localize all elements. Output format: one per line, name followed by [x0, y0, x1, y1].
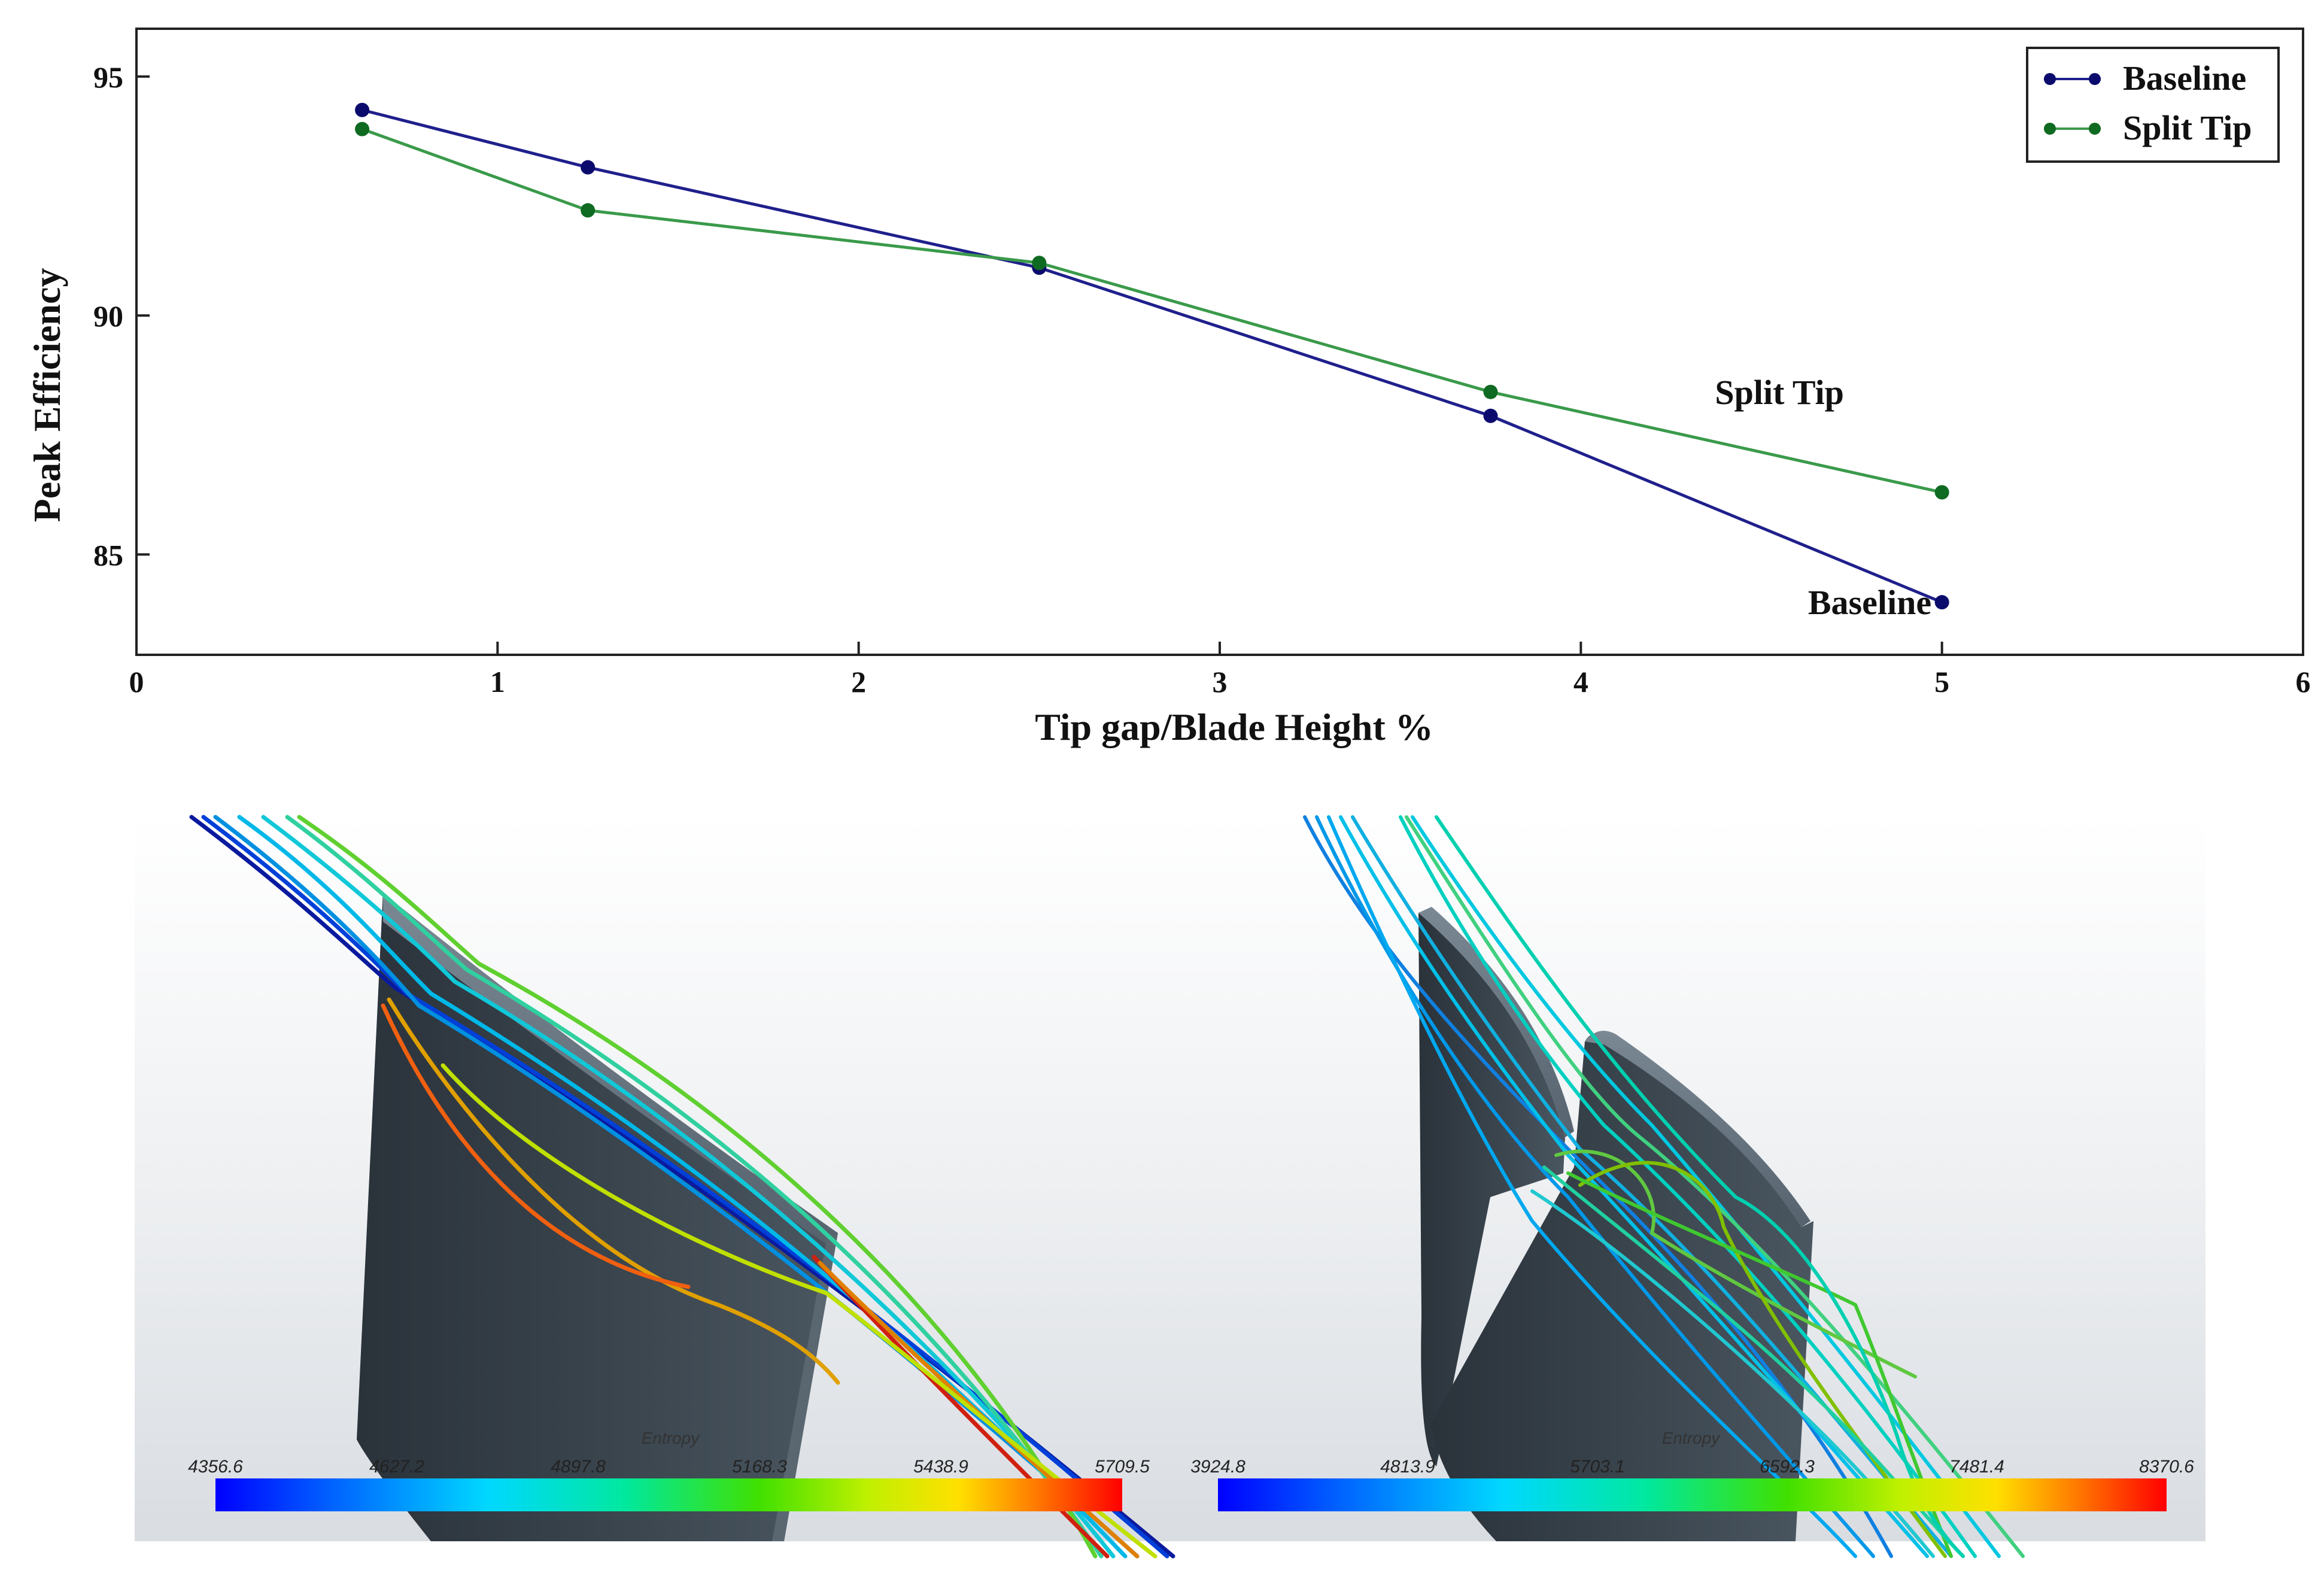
x-tick-label-4: 4	[1573, 665, 1588, 699]
colorbar-label-1-5: 8370.6	[2139, 1457, 2194, 1477]
x-tick-label-6: 6	[2296, 665, 2311, 699]
point-baseline-1	[581, 160, 596, 175]
legend-marker-baseline	[2044, 73, 2056, 85]
efficiency-chart: 0 1 2 3 4 5 6 85 90 95 Tip gap/Blade Height % Pe…	[26, 28, 2311, 748]
x-axis: 0 1 2 3 4 5 6	[129, 642, 2311, 699]
colorbar-baseline	[215, 1478, 1122, 1511]
x-tick-label-3: 3	[1213, 665, 1228, 699]
colorbar-label-0-3: 5168.3	[732, 1457, 787, 1477]
series-layer	[355, 102, 1949, 610]
annotation-0: Split Tip	[1715, 373, 1844, 412]
colorbar-label-1-2: 5703.1	[1570, 1457, 1625, 1477]
colorbar-label-0-1: 4627.2	[369, 1457, 424, 1477]
y-axis: 85 90 95	[93, 60, 150, 572]
legend-label-split-tip: Split Tip	[2123, 108, 2252, 147]
colorbar-label-0-4: 5438.9	[913, 1457, 968, 1477]
point-split-tip-4	[1934, 485, 1949, 500]
point-split-tip-3	[1483, 384, 1498, 399]
colorbar-label-1-1: 4813.9	[1380, 1457, 1435, 1477]
point-split-tip-2	[1032, 256, 1047, 271]
point-split-tip-0	[355, 122, 370, 136]
colorbar-label-1-3: 6592.3	[1760, 1457, 1815, 1477]
y-tick-label-0: 85	[93, 538, 123, 572]
baseline-blade-panel: Entropy 4356.6 4627.2 4897.8 5168.3 5438.9 57…	[135, 815, 1176, 1559]
split-tip-blade-panel: Entropy 3924.8 4813.9 5703.1 6592.3 7481.4 83…	[1176, 815, 2205, 1558]
y-tick-label-1: 90	[93, 299, 123, 333]
colorbar-label-0-2: 4897.8	[551, 1457, 606, 1477]
y-axis-title: Peak Efficiency	[26, 268, 68, 523]
colorbar-label-0-0: 4356.6	[188, 1457, 243, 1477]
plot-frame	[135, 28, 2304, 656]
colorbar-title-baseline: Entropy	[642, 1429, 700, 1447]
split-tip-front-blade	[1418, 913, 1565, 1466]
split-tip-rear-blade	[1430, 1033, 1813, 1541]
annotations: Split Tip Baseline	[1715, 373, 1931, 622]
x-tick-label-2: 2	[851, 665, 866, 699]
colorbar-labels-split-tip: 3924.8 4813.9 5703.1 6592.3 7481.4 8370.6	[1190, 1457, 2194, 1477]
colorbar-split-tip	[1218, 1478, 2167, 1511]
point-baseline-4	[1934, 595, 1949, 610]
legend-label-baseline: Baseline	[2123, 59, 2246, 98]
colorbar-label-1-4: 7481.4	[1949, 1457, 2004, 1477]
legend: Baseline Split Tip	[2026, 47, 2280, 163]
y-tick-label-2: 95	[93, 60, 123, 94]
annotation-1: Baseline	[1808, 583, 1931, 622]
colorbar-labels-baseline: 4356.6 4627.2 4897.8 5168.3 5438.9 5709.5	[188, 1457, 1150, 1477]
x-tick-label-0: 0	[129, 665, 144, 699]
x-axis-title: Tip gap/Blade Height %	[1035, 706, 1433, 748]
point-split-tip-1	[581, 203, 596, 218]
x-tick-label-1: 1	[490, 665, 505, 699]
baseline-blade	[357, 892, 838, 1541]
colorbar-label-0-5: 5709.5	[1095, 1457, 1150, 1477]
legend-marker-split-tip	[2044, 123, 2056, 135]
split-tip-streamlines	[1303, 815, 2025, 1558]
baseline-streamlines	[189, 815, 1175, 1559]
colorbar-label-1-0: 3924.8	[1190, 1457, 1245, 1477]
x-tick-label-5: 5	[1934, 665, 1949, 699]
colorbar-title-split-tip: Entropy	[1662, 1429, 1721, 1447]
point-baseline-0	[355, 102, 370, 117]
point-baseline-3	[1483, 408, 1498, 423]
